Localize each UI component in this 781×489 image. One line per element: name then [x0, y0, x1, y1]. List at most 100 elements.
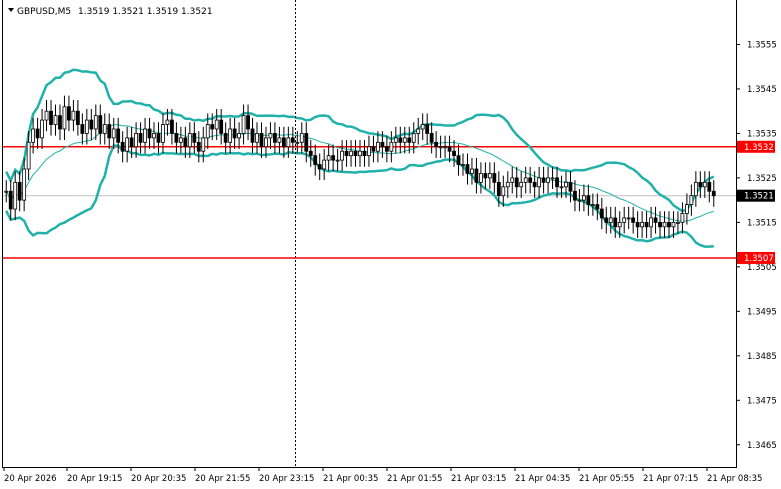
candle — [514, 166, 519, 198]
candle — [187, 122, 192, 158]
y-tick-label: 1.3465 — [747, 441, 777, 451]
candle-body — [604, 217, 609, 223]
candle-body — [622, 217, 627, 223]
candle — [559, 175, 564, 198]
candle-body — [546, 177, 550, 183]
candle-body — [317, 164, 322, 170]
x-tick-label: 21 Apr 04:35 — [515, 474, 570, 484]
candle — [384, 135, 389, 163]
candle-body — [568, 181, 573, 192]
level-tag-label: 1.3532 — [744, 143, 774, 153]
candle — [277, 126, 282, 154]
middle-band-line — [5, 124, 714, 222]
candle — [711, 180, 716, 207]
candle-body — [676, 221, 680, 224]
candle-body — [626, 217, 631, 220]
candle — [344, 140, 349, 167]
candle — [568, 171, 573, 203]
candle-body — [555, 177, 559, 188]
candle-body — [286, 137, 291, 148]
candle-body — [138, 133, 143, 143]
candle — [53, 104, 58, 136]
candle-body — [13, 181, 18, 210]
candle-body — [8, 190, 13, 210]
candle — [13, 171, 18, 221]
candle-body — [322, 159, 327, 170]
candle — [120, 131, 125, 163]
candle-body — [120, 141, 125, 152]
candle-body — [102, 124, 107, 134]
candle — [389, 131, 394, 163]
candle — [398, 126, 403, 154]
candle-body — [349, 150, 353, 157]
y-tick-label: 1.3475 — [747, 396, 777, 406]
candle — [573, 180, 577, 212]
candle — [483, 162, 488, 190]
candle-body — [492, 173, 497, 183]
candle-body — [644, 221, 649, 228]
candle — [22, 157, 27, 212]
candle-body — [223, 133, 228, 143]
candle-body — [452, 150, 456, 157]
candle-body — [17, 181, 22, 201]
candle-body — [631, 217, 636, 223]
candle — [241, 104, 246, 145]
candle-body — [237, 133, 241, 139]
candle — [425, 113, 430, 145]
candle-body — [129, 137, 134, 148]
candle — [604, 206, 609, 234]
candle-body — [698, 181, 703, 188]
candle-body — [353, 150, 358, 157]
level-tag-0 — [737, 140, 775, 153]
candle — [684, 193, 689, 225]
candle-body — [371, 146, 376, 152]
candle — [496, 171, 501, 207]
candle — [501, 175, 506, 207]
candle — [640, 211, 645, 238]
candle-body — [474, 168, 479, 183]
candle-body — [187, 133, 192, 148]
ohlc-label: 1.3519 1.3521 1.3519 1.3521 — [78, 7, 213, 17]
candle — [75, 100, 80, 136]
candle-body — [402, 137, 407, 143]
candle — [411, 122, 416, 154]
candle-body — [411, 133, 416, 143]
candle — [331, 144, 336, 172]
candle — [313, 144, 318, 176]
candle — [308, 140, 313, 167]
candle-body — [62, 106, 67, 130]
candle — [250, 117, 255, 154]
candle — [246, 104, 250, 141]
y-tick-label: 1.3495 — [747, 307, 777, 317]
candle — [264, 126, 268, 158]
candle-body — [595, 204, 600, 210]
x-tick-label: 21 Apr 08:35 — [707, 474, 762, 484]
candle — [156, 122, 161, 154]
candle — [237, 122, 241, 149]
y-tick-label: 1.3545 — [747, 85, 777, 95]
candle — [317, 153, 322, 181]
candle-body — [98, 115, 103, 134]
current-price-label: 1.3521 — [744, 192, 774, 202]
candle-body — [362, 150, 367, 157]
collapse-triangle-icon[interactable] — [8, 8, 14, 12]
candle — [80, 113, 85, 145]
candle-body — [483, 173, 488, 179]
candle-body — [358, 150, 362, 157]
candle-body — [505, 181, 510, 188]
candle-body — [613, 217, 618, 228]
candle — [228, 117, 233, 154]
candle-body — [71, 110, 76, 121]
candle-body — [331, 155, 336, 161]
candle — [461, 153, 465, 176]
candle — [649, 206, 653, 238]
candle-body — [702, 181, 707, 188]
candle — [26, 131, 31, 181]
candle — [371, 135, 376, 163]
candle-body — [295, 141, 300, 144]
candle — [434, 131, 439, 158]
candle — [487, 162, 492, 190]
candle-body — [599, 208, 604, 219]
current-price-tag — [737, 189, 775, 202]
candle — [174, 122, 179, 154]
